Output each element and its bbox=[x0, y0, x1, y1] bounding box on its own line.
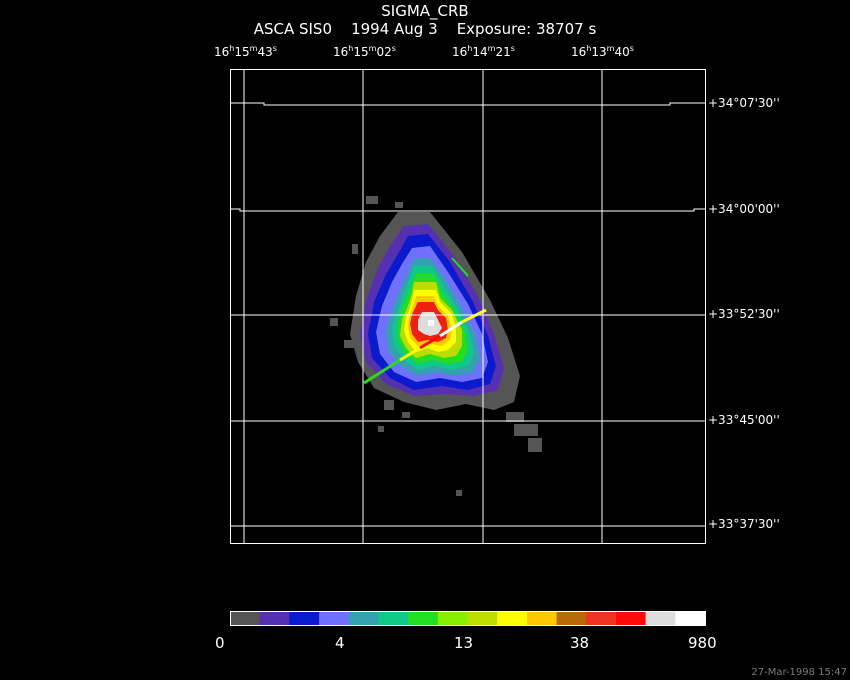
colorbar bbox=[230, 612, 706, 625]
colorbar-swatch-2 bbox=[259, 612, 290, 625]
colorbar-swatch-10 bbox=[497, 612, 528, 625]
dec-tick-label-2: +34°00'00'' bbox=[708, 202, 780, 216]
colorbar-label-4: 38 bbox=[570, 634, 590, 652]
ra-tick-label-4: 16h13m40s bbox=[571, 44, 634, 59]
ra-tick-label-1: 16h15m43s bbox=[214, 44, 277, 59]
colorbar-swatch-1 bbox=[230, 612, 261, 625]
dec-gridline-2 bbox=[230, 208, 705, 212]
instrument-label: ASCA SIS0 bbox=[253, 20, 332, 38]
colorbar-swatch-8 bbox=[437, 612, 468, 625]
timestamp-footer: 27-Mar-1998 15:47 bbox=[751, 667, 847, 678]
colorbar-swatch-7 bbox=[408, 612, 439, 625]
colorbar-label-5: 980 bbox=[688, 634, 717, 652]
colorbar-swatch-15 bbox=[645, 612, 676, 625]
colorbar-swatch-13 bbox=[586, 612, 617, 625]
exposure-label: Exposure: 38707 s bbox=[456, 20, 597, 38]
colorbar-swatch-16 bbox=[675, 612, 706, 625]
chart-subtitle: ASCA SIS0 1994 Aug 3 Exposure: 38707 s bbox=[0, 20, 850, 38]
dec-tick-label-5: +33°37'30'' bbox=[708, 517, 780, 531]
observation-date: 1994 Aug 3 bbox=[351, 20, 438, 38]
colorbar-swatch-3 bbox=[289, 612, 320, 625]
xray-image bbox=[330, 196, 542, 496]
edge-feature bbox=[451, 257, 469, 277]
colorbar-swatch-9 bbox=[467, 612, 498, 625]
colorbar-swatch-4 bbox=[319, 612, 350, 625]
emission-peak bbox=[428, 320, 434, 326]
colorbar-swatch-6 bbox=[378, 612, 409, 625]
chart-title: SIGMA_CRB bbox=[381, 2, 469, 20]
colorbar-swatch-12 bbox=[556, 612, 587, 625]
colorbar-label-3: 13 bbox=[454, 634, 474, 652]
colorbar-label-1: 0 bbox=[215, 634, 225, 652]
colorbar-label-2: 4 bbox=[335, 634, 345, 652]
ra-tick-label-3: 16h14m21s bbox=[452, 44, 515, 59]
ra-tick-label-2: 16h15m02s bbox=[333, 44, 396, 59]
colorbar-swatch-11 bbox=[526, 612, 558, 625]
colorbar-swatch-5 bbox=[348, 612, 379, 625]
dec-tick-label-4: +33°45'00'' bbox=[708, 413, 780, 427]
coordinate-grid bbox=[230, 69, 706, 544]
dec-gridline-1 bbox=[230, 102, 705, 106]
readout-streak bbox=[363, 308, 487, 385]
plot-frame bbox=[230, 69, 706, 544]
colorbar-swatch-14 bbox=[615, 612, 647, 625]
dec-tick-label-1: +34°07'30'' bbox=[708, 96, 780, 110]
dec-tick-label-3: +33°52'30'' bbox=[708, 307, 780, 321]
colorbar-frame bbox=[230, 611, 706, 626]
